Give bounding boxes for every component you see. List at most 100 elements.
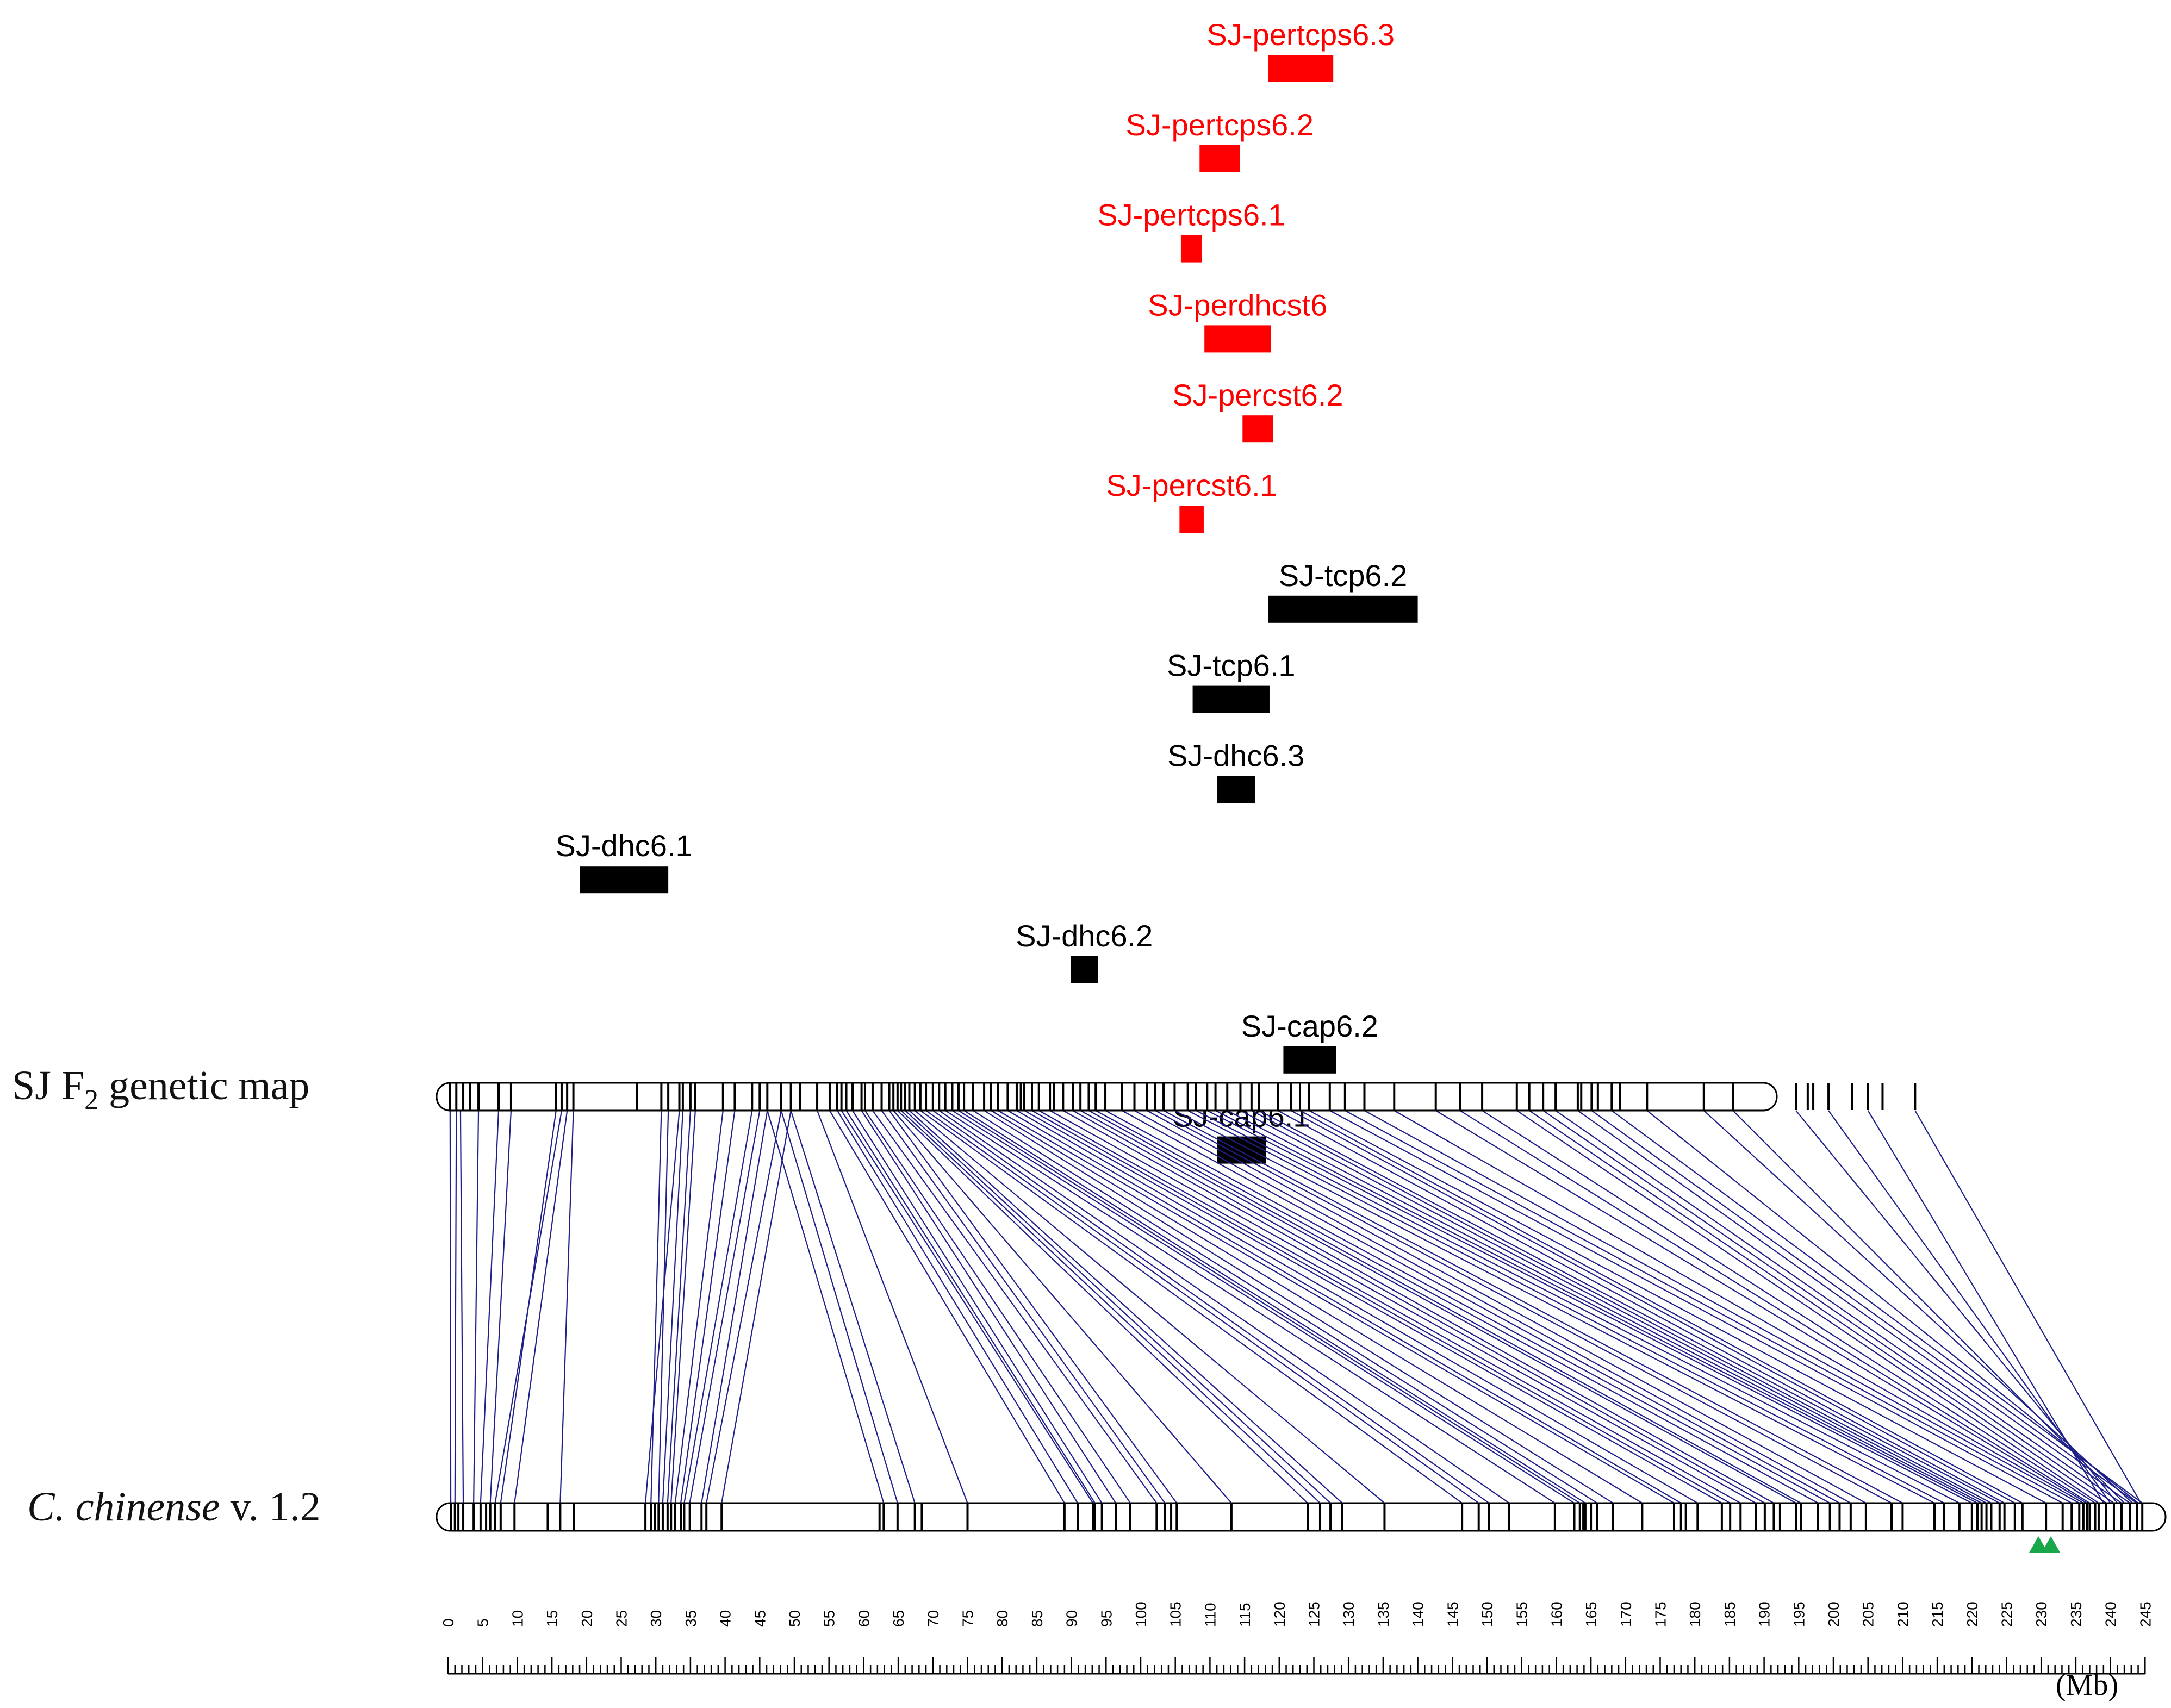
axis-tick-label: 95 — [1098, 1610, 1115, 1627]
axis-tick-label: 80 — [994, 1610, 1011, 1627]
axis-tick-label: 10 — [509, 1610, 526, 1627]
axis-tick-label: 140 — [1410, 1601, 1427, 1627]
synteny-link — [1187, 1110, 1945, 1504]
axis-tick-label: 70 — [925, 1610, 942, 1627]
synteny-link — [1299, 1110, 2023, 1504]
synteny-link — [721, 1110, 792, 1504]
synteny-link — [973, 1110, 1598, 1504]
synteny-link — [893, 1110, 1232, 1504]
physical-map-markers — [450, 1504, 2144, 1530]
axis-tick-label: 230 — [2033, 1601, 2050, 1627]
synteny-link — [888, 1110, 1178, 1504]
qtl-bar — [580, 866, 669, 894]
axis-tick-label: 170 — [1618, 1601, 1634, 1627]
synteny-link — [662, 1110, 683, 1504]
axis-tick-label: 40 — [717, 1610, 734, 1627]
synteny-link — [658, 1110, 669, 1504]
axis-tick-label: 180 — [1687, 1601, 1703, 1627]
synteny-link — [674, 1110, 724, 1504]
synteny-link — [861, 1110, 1117, 1504]
axis-tick-label: 190 — [1756, 1601, 1773, 1627]
synteny-link — [1174, 1110, 1935, 1504]
synteny-link — [1031, 1110, 1731, 1504]
synteny-link — [701, 1110, 768, 1504]
qtl-label: SJ-percst6.1 — [1106, 468, 1277, 502]
synteny-link — [872, 1110, 1158, 1504]
synteny-link — [1251, 1110, 1992, 1504]
synteny-link — [829, 1110, 1065, 1504]
synteny-link — [817, 1110, 968, 1504]
axis-tick-label: 135 — [1375, 1601, 1392, 1627]
axis-tick-label: 15 — [544, 1610, 561, 1627]
marker-triangle-icon — [2029, 1536, 2048, 1553]
axis-tick-label: 100 — [1133, 1601, 1149, 1627]
synteny-link — [881, 1110, 1166, 1504]
synteny-link — [1072, 1110, 1774, 1504]
axis-tick-label: 55 — [821, 1610, 838, 1627]
synteny-link — [963, 1110, 1586, 1504]
synteny-link — [706, 1110, 782, 1504]
synteny-link — [1555, 1110, 2122, 1504]
synteny-link — [454, 1110, 457, 1504]
synteny-link — [1080, 1110, 1796, 1504]
synteny-link — [991, 1110, 1643, 1504]
synteny-link — [897, 1110, 1308, 1504]
synteny-link — [925, 1110, 1479, 1504]
axis-tick-label: 35 — [682, 1610, 699, 1627]
synteny-link — [1591, 1110, 2137, 1504]
axis-unit-label: (Mb) — [2056, 1668, 2118, 1702]
synteny-link — [650, 1110, 662, 1504]
genetic-map-track — [436, 1082, 1917, 1112]
axis-tick-label: 25 — [613, 1610, 630, 1627]
synteny-link — [459, 1110, 464, 1504]
qtl-label: SJ-pertcps6.3 — [1207, 17, 1395, 52]
synteny-link — [932, 1110, 1490, 1504]
axis-tick-label: 110 — [1202, 1603, 1218, 1627]
axis-tick-label: 105 — [1167, 1601, 1184, 1627]
synteny-link — [1062, 1110, 1765, 1504]
synteny-link — [1227, 1110, 1982, 1504]
axis-tick-label: 60 — [855, 1610, 872, 1627]
synteny-link — [1828, 1110, 2111, 1504]
synteny-link — [951, 1110, 1575, 1504]
synteny-link — [1435, 1110, 2087, 1504]
synteny-link — [1049, 1110, 1756, 1504]
synteny-link — [909, 1110, 1343, 1504]
synteny-link — [1240, 1110, 1987, 1504]
qtl-bar — [1217, 776, 1255, 803]
synteny-link — [1105, 1110, 1831, 1504]
axis-tick-label: 205 — [1860, 1601, 1877, 1627]
qtl-bar — [1268, 55, 1334, 82]
axis-tick-label: 90 — [1063, 1610, 1080, 1627]
synteny-link — [1155, 1110, 1892, 1504]
synteny-link — [489, 1110, 512, 1504]
synteny-link — [767, 1110, 885, 1504]
synteny-link — [1364, 1110, 2080, 1504]
mb-axis: 0 5 10 15 20 25 30 35 40 45 50 55 60 65 70 75 80 85 90 95 10… — [440, 1601, 2154, 1675]
synteny-link — [1914, 1110, 2142, 1504]
axis-tick-label: 160 — [1548, 1601, 1565, 1627]
qtl-bar — [1199, 145, 1240, 172]
axis-tick-label: 5 — [475, 1618, 492, 1627]
synteny-link — [1577, 1110, 2130, 1504]
synteny-link — [1516, 1110, 2099, 1504]
qtl-bar — [1204, 325, 1271, 353]
synteny-link — [1038, 1110, 1741, 1504]
synteny-link — [945, 1110, 1556, 1504]
axis-tick-label: 125 — [1306, 1601, 1323, 1627]
qtl-label: SJ-tcp6.1 — [1167, 649, 1296, 683]
axis-tick-label: 120 — [1271, 1601, 1288, 1627]
qtl-bar — [1217, 1136, 1266, 1164]
axis-tick-labels: 0 5 10 15 20 25 30 35 40 45 50 55 60 65 70 75 80 85 90 95 10… — [440, 1601, 2154, 1627]
synteny-link — [1529, 1110, 2107, 1504]
synteny-link — [559, 1110, 574, 1504]
axis-tick-label: 75 — [960, 1610, 976, 1627]
axis-tick-label: 85 — [1029, 1610, 1046, 1627]
axis-tick-label: 165 — [1583, 1601, 1600, 1627]
qtl-label: SJ-dhc6.1 — [556, 828, 693, 863]
synteny-link — [1206, 1110, 1973, 1504]
qtl-label: SJ-perdhcst6 — [1148, 288, 1327, 322]
axis-tick-label: 225 — [1999, 1601, 2016, 1627]
